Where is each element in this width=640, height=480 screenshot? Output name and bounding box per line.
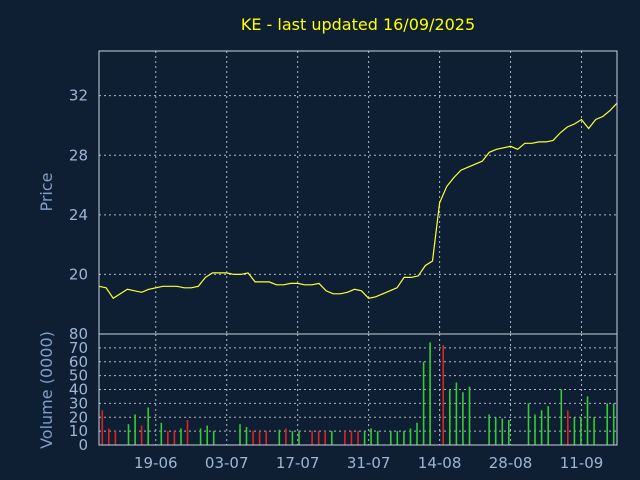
volume-grid <box>99 334 617 445</box>
price-tick-label: 24 <box>69 206 88 224</box>
volume-tick-label: 40 <box>69 381 88 399</box>
price-panel: 20 24 28 32 Price <box>37 50 618 335</box>
chart-title: KE - last updated 16/09/2025 <box>241 15 475 34</box>
volume-tick-label: 10 <box>69 422 88 440</box>
price-tick-label: 32 <box>69 87 88 105</box>
volume-tick-label: 0 <box>78 436 88 454</box>
x-tick-label: 14-08 <box>418 454 462 472</box>
price-axis-label: Price <box>37 172 56 211</box>
price-ticks: 20 24 28 32 <box>69 87 88 284</box>
volume-tick-label: 20 <box>69 408 88 426</box>
price-line <box>98 102 618 300</box>
volume-frame <box>98 333 618 446</box>
x-tick-label: 28-08 <box>489 454 533 472</box>
x-tick-label: 19-06 <box>134 454 178 472</box>
price-grid <box>99 51 617 334</box>
price-frame <box>98 50 618 335</box>
price-tick-label: 20 <box>69 265 88 283</box>
volume-axis-label: Volume (0000) <box>37 331 56 449</box>
volume-bars <box>101 342 615 445</box>
x-tick-label: 03-07 <box>205 454 249 472</box>
volume-tick-label: 80 <box>69 325 88 343</box>
volume-tick-label: 60 <box>69 353 88 371</box>
volume-tick-label: 50 <box>69 367 88 385</box>
x-axis-ticks: 19-06 03-07 17-07 31-07 14-08 28-08 11-09 <box>134 454 603 472</box>
volume-tick-label: 70 <box>69 339 88 357</box>
price-tick-label: 28 <box>69 146 88 164</box>
x-tick-label: 31-07 <box>347 454 391 472</box>
x-tick-label: 17-07 <box>276 454 320 472</box>
volume-tick-label: 30 <box>69 394 88 412</box>
x-tick-label: 11-09 <box>560 454 604 472</box>
